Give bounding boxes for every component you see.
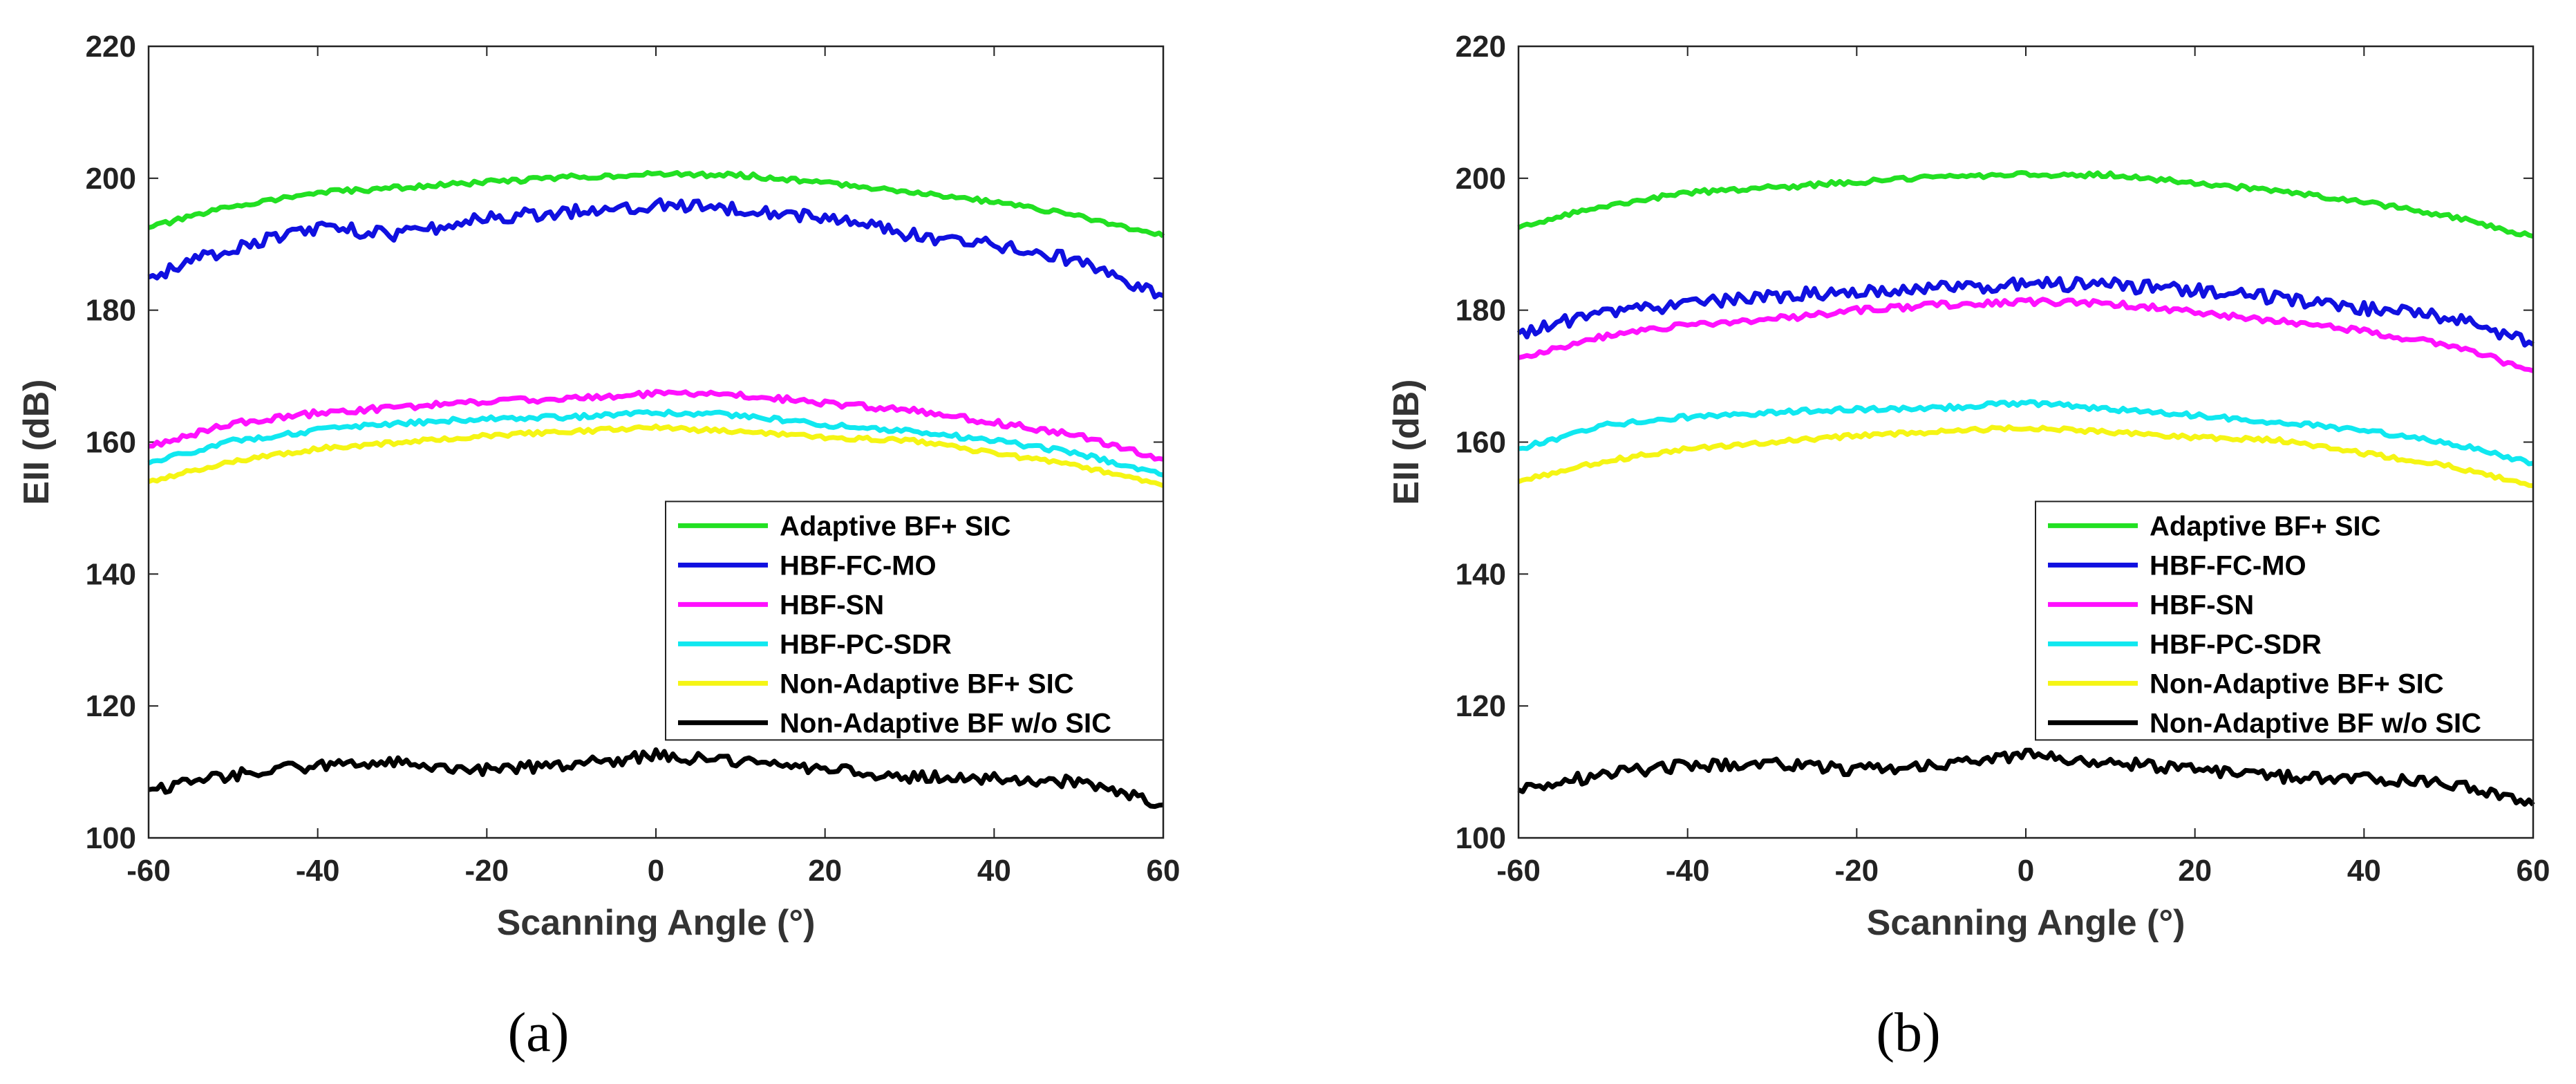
series-line-3	[147, 409, 1164, 478]
legend-label-4: Non-Adaptive BF+ SIC	[2150, 669, 2444, 699]
x-tick-label: -60	[1496, 854, 1541, 888]
legend-label-4: Non-Adaptive BF+ SIC	[780, 669, 1074, 699]
legend-label-5: Non-Adaptive BF w/o SIC	[780, 708, 1111, 738]
legend-box	[2035, 501, 2534, 741]
y-tick-label: 200	[1456, 162, 1506, 196]
y-tick-label: 180	[86, 294, 136, 328]
legend-label-2: HBF-SN	[780, 590, 884, 620]
series-line-0	[148, 169, 1165, 239]
legend-label-1: HBF-FC-MO	[780, 550, 937, 581]
x-tick-label: -40	[296, 854, 340, 888]
series-line-1	[147, 197, 1165, 300]
x-tick-label: 60	[1147, 854, 1181, 888]
y-tick-label: 140	[1456, 557, 1506, 591]
y-tick-label: 100	[86, 821, 136, 855]
x-tick-label: -40	[1666, 854, 1710, 888]
x-tick-label: 0	[648, 854, 664, 888]
x-tick-label: 20	[2178, 854, 2212, 888]
y-tick-label: 200	[86, 162, 136, 196]
y-axis-label: EII (dB)	[17, 380, 57, 505]
series-line-4	[1517, 424, 2534, 488]
y-tick-label: 140	[86, 557, 136, 591]
legend-label-0: Adaptive BF+ SIC	[780, 511, 1011, 541]
series-line-1	[1516, 276, 2535, 348]
chart-panel-a: 100 120 140 160 180 200 220 -60 -40 -20 0 20 40 60 Ada…	[17, 30, 1180, 1063]
x-tick-label: 40	[2347, 854, 2381, 888]
axes-frame	[147, 45, 1165, 839]
series-line-5	[1517, 747, 2535, 807]
y-tick-label: 100	[1456, 821, 1506, 855]
y-tick-label: 220	[86, 30, 136, 64]
panel-label: (a)	[508, 1002, 570, 1063]
y-tick-label: 160	[1456, 426, 1506, 460]
x-tick-label: -60	[126, 854, 171, 888]
series-line-4	[147, 423, 1165, 488]
series-line-3	[1518, 399, 2534, 467]
legend-label-5: Non-Adaptive BF w/o SIC	[2150, 708, 2481, 738]
y-tick-label: 120	[1456, 689, 1506, 723]
legend-label-3: HBF-PC-SDR	[2150, 629, 2322, 660]
legend-label-2: HBF-SN	[2150, 590, 2254, 620]
x-axis-label: Scanning Angle (°)	[497, 903, 816, 943]
legend-label-0: Adaptive BF+ SIC	[2150, 511, 2381, 541]
series-line-2	[1518, 297, 2535, 373]
y-tick-label: 180	[1456, 294, 1506, 328]
x-tick-label: -20	[465, 854, 509, 888]
y-axis-label: EII (dB)	[1386, 380, 1427, 505]
series-line-2	[149, 389, 1164, 462]
axes-frame	[1517, 45, 2535, 839]
chart-panel-b: 100 120 140 160 180 200 220 -60 -40 -20 0 20 40 60 Ada…	[1386, 30, 2550, 1063]
x-tick-label: -20	[1835, 854, 1879, 888]
x-tick-label: 60	[2517, 854, 2550, 888]
y-tick-label: 160	[86, 426, 136, 460]
series-line-5	[148, 747, 1164, 810]
legend-label-1: HBF-FC-MO	[2150, 550, 2306, 581]
legend-label-3: HBF-PC-SDR	[780, 629, 952, 660]
x-tick-label: 0	[2018, 854, 2034, 888]
x-tick-label: 20	[808, 854, 842, 888]
x-axis-label: Scanning Angle (°)	[1867, 903, 2185, 943]
series-line-0	[1517, 170, 2534, 239]
y-tick-label: 220	[1456, 30, 1506, 64]
legend-box	[665, 501, 1164, 741]
panel-label: (b)	[1876, 1002, 1940, 1063]
y-tick-label: 120	[86, 689, 136, 723]
x-tick-label: 40	[977, 854, 1011, 888]
